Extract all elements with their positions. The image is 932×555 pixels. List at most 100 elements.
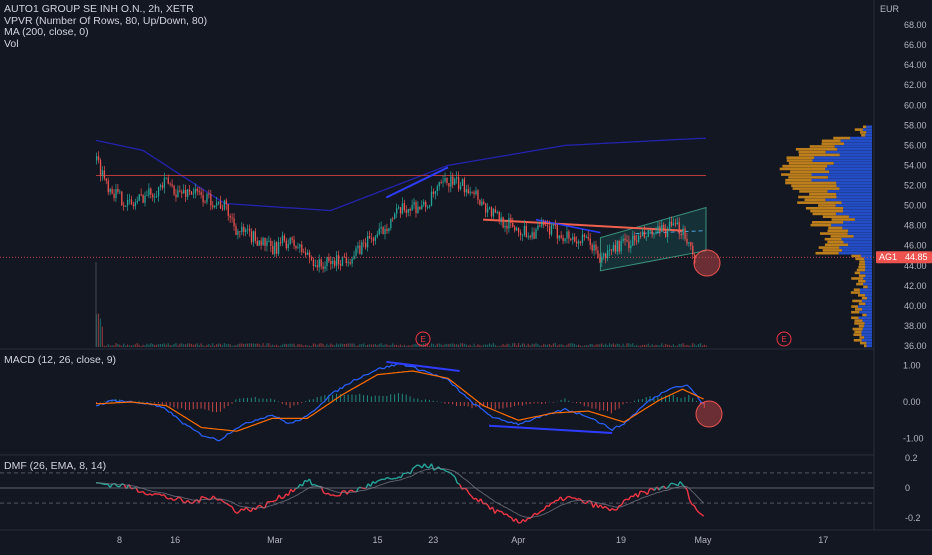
- candle-body: [259, 241, 260, 246]
- volume-bar: [673, 344, 674, 347]
- volume-bar: [266, 343, 267, 347]
- vpvr-row-up: [811, 179, 872, 182]
- candle-body: [626, 240, 627, 241]
- volume-bar: [506, 344, 507, 347]
- dmf-line-segment: [446, 471, 448, 472]
- candle-body: [580, 242, 581, 243]
- candle-body: [615, 245, 616, 252]
- candle-body: [295, 246, 296, 248]
- candle-body: [564, 238, 565, 241]
- candle-body: [497, 212, 498, 213]
- candle-body: [543, 222, 544, 225]
- volume-bar: [640, 346, 641, 347]
- time-tick-label: Apr: [511, 535, 525, 545]
- vpvr-row-up: [836, 193, 872, 196]
- volume-bar: [491, 345, 492, 347]
- macd-histogram-bar: [533, 402, 534, 403]
- candle-body: [684, 229, 685, 239]
- volume-bar: [706, 346, 707, 347]
- volume-bar: [599, 344, 600, 347]
- volume-bar: [125, 346, 126, 347]
- vpvr-row-up: [837, 185, 872, 188]
- macd-histogram-bar: [390, 394, 391, 402]
- volume-bar: [282, 345, 283, 347]
- volume-bar: [454, 344, 455, 347]
- volume-bar: [574, 344, 575, 347]
- vpvr-row-down: [859, 274, 866, 277]
- volume-bar: [694, 344, 695, 347]
- volume-bar: [508, 344, 509, 347]
- volume-bar: [152, 344, 153, 347]
- candle-body: [280, 242, 281, 243]
- candle-body: [636, 240, 637, 241]
- volume-bar: [110, 345, 111, 347]
- volume-bar: [251, 344, 252, 347]
- volume-bar: [702, 346, 703, 347]
- volume-bar: [214, 345, 215, 347]
- vpvr-row-up: [867, 345, 872, 348]
- symbol-title[interactable]: AUTO1 GROUP SE INH O.N., 2h, XETR: [4, 3, 207, 15]
- volume-bar: [417, 345, 418, 347]
- candle-body: [628, 242, 629, 248]
- macd-title[interactable]: MACD (12, 26, close, 9): [4, 354, 116, 366]
- volume-bar: [586, 345, 587, 347]
- volume-bar: [239, 344, 240, 347]
- vpvr-row-down: [823, 249, 842, 252]
- dmf-line-segment: [166, 498, 168, 499]
- candle-body: [276, 242, 277, 254]
- volume-bar: [177, 345, 178, 347]
- candle-body: [382, 227, 383, 234]
- vpvr-row-up: [837, 148, 872, 151]
- vpvr-row-down: [805, 199, 826, 202]
- dmf-line-segment: [204, 497, 206, 498]
- candle-body: [208, 194, 209, 195]
- vpvr-row-up: [827, 165, 872, 168]
- volume-bar: [520, 345, 521, 347]
- vpvr-row-down: [863, 126, 866, 129]
- volume-bar: [382, 345, 383, 347]
- macd-histogram-bar: [293, 402, 294, 405]
- candle-body: [648, 230, 649, 237]
- dmf-title[interactable]: DMF (26, EMA, 8, 14): [4, 460, 106, 472]
- vol-legend[interactable]: Vol: [4, 38, 207, 50]
- macd-histogram-bar: [309, 400, 310, 402]
- candle-body: [617, 241, 618, 252]
- vpvr-row-down: [854, 288, 860, 291]
- volume-bar: [663, 346, 664, 347]
- volume-bar: [413, 344, 414, 347]
- volume-bar: [390, 345, 391, 347]
- volume-bar: [216, 344, 217, 347]
- macd-histogram-bar: [239, 398, 240, 402]
- volume-bar: [681, 344, 682, 347]
- price-tick-label: 38.00: [904, 321, 927, 331]
- volume-bar: [228, 344, 229, 347]
- volume-bar: [530, 345, 531, 347]
- volume-bar: [564, 346, 565, 347]
- macd-histogram-bar: [146, 402, 147, 403]
- candle-body: [218, 201, 219, 202]
- volume-bar: [460, 343, 461, 347]
- candle-body: [189, 190, 190, 192]
- dmf-line-segment: [392, 478, 394, 479]
- macd-histogram-bar: [270, 399, 271, 402]
- vpvr-row-down: [799, 190, 827, 193]
- candle-body: [245, 230, 246, 233]
- volume-bar: [437, 344, 438, 347]
- last-price-value: 44.85: [905, 252, 928, 262]
- vpvr-row-down: [851, 305, 858, 308]
- volume-bar: [179, 344, 180, 347]
- candle-body: [216, 203, 217, 206]
- volume-bar: [408, 345, 409, 347]
- volume-bar: [348, 343, 349, 347]
- macd-histogram-bar: [584, 402, 585, 406]
- ma-legend[interactable]: MA (200, close, 0): [4, 26, 207, 38]
- macd-histogram-bar: [638, 399, 639, 402]
- vpvr-legend[interactable]: VPVR (Number Of Rows, 80, Up/Down, 80): [4, 15, 207, 27]
- candle-body: [270, 241, 271, 246]
- candle-body: [388, 228, 389, 231]
- macd-histogram-bar: [231, 402, 232, 404]
- candle-body: [456, 177, 457, 178]
- vpvr-row-up: [866, 280, 872, 283]
